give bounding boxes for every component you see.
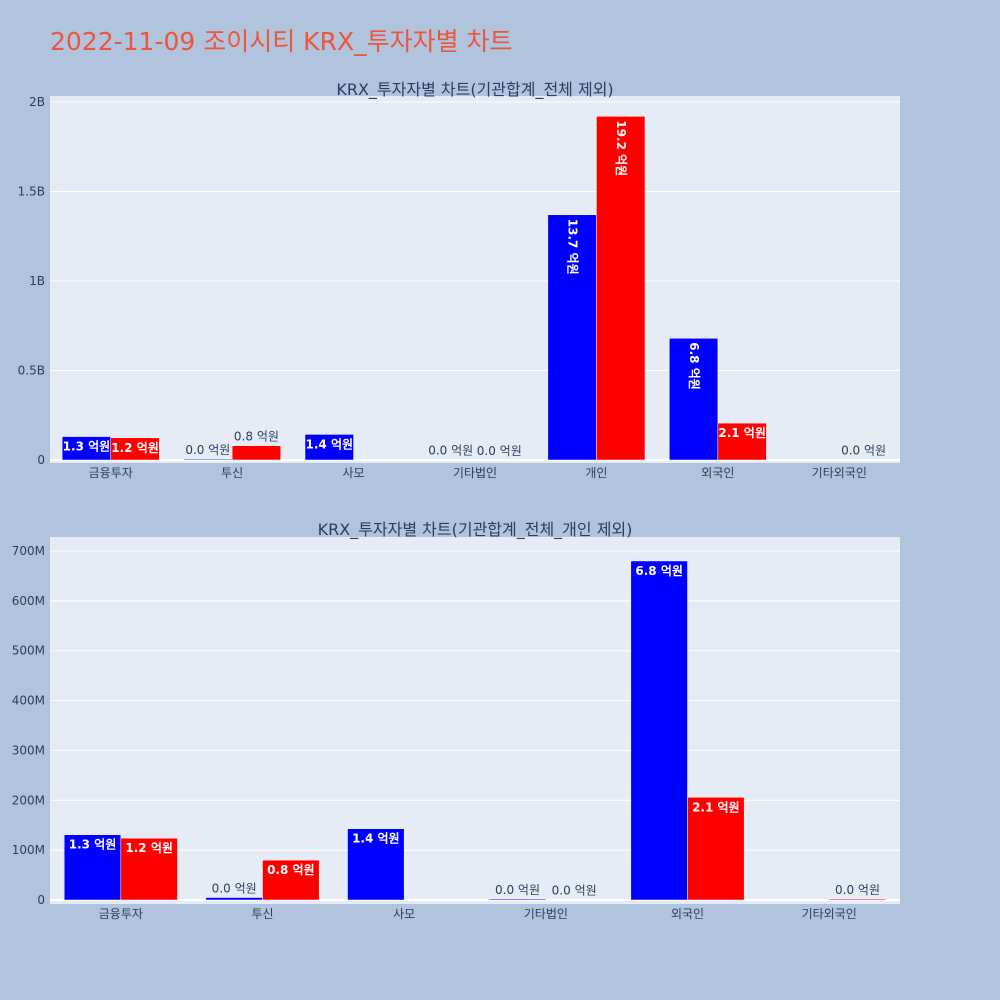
chart-title: KRX_투자자별 차트(기관합계_전체_개인 제외) [318,520,633,540]
x-tick-label: 금융투자 [99,907,143,921]
x-tick-label: 기타법인 [524,907,568,921]
y-tick-label: 1.5B [18,185,45,199]
bar [488,898,547,901]
data-label: 0.8 억원 [267,863,315,877]
x-tick-label: 투신 [221,466,243,480]
chart-investor-all: KRX_투자자별 차트(기관합계_전체 제외) 0 0.5B 1B 1.5B 2B 금융투자… [18,80,900,480]
data-label: 6.8 억원 [687,342,701,390]
bar [304,434,354,461]
y-tick-label: 100M [12,843,45,857]
data-label: 1.3 억원 [63,440,111,454]
plot-area [50,96,900,463]
x-tick-label: 기타외국인 [812,466,867,480]
page-title: 2022-11-09 조이시티 KRX_투자자별 차트 [50,27,513,56]
x-tick-label: 외국인 [701,466,734,480]
bar [347,828,405,901]
y-tick-label: 700M [12,544,45,558]
y-tick-label: 400M [12,694,45,708]
data-label: 1.4 억원 [352,832,400,846]
bar [669,338,719,461]
bar [717,422,767,461]
data-label: 0.0 억원 [428,444,473,458]
bar [687,797,745,901]
y-tick-label: 500M [12,644,45,658]
y-tick-label: 0 [37,453,45,467]
x-tick-label: 개인 [585,466,607,480]
x-tick-label: 금융투자 [89,466,133,480]
bar [63,834,122,901]
data-label: 0.0 억원 [552,884,597,898]
x-tick-label: 기타외국인 [802,907,857,921]
bar [110,437,160,461]
x-tick-label: 사모 [393,907,415,921]
data-label: 1.3 억원 [69,838,117,852]
data-label: 13.7 억원 [566,219,580,275]
y-tick-label: 600M [12,594,45,608]
bar [205,897,263,901]
y-tick-label: 1B [29,274,45,288]
y-tick-label: 200M [12,793,45,807]
data-label: 2.1 억원 [692,800,740,814]
data-label: 1.4 억원 [306,437,354,451]
data-label: 0.8 억원 [234,430,279,444]
bar [828,898,887,901]
y-tick-label: 0.5B [18,364,45,378]
chart-title: KRX_투자자별 차트(기관합계_전체 제외) [336,80,613,100]
y-tick-label: 300M [12,743,45,757]
data-label: 0.0 억원 [835,883,880,897]
x-tick-label: 기타법인 [453,466,497,480]
data-label: 6.8 억원 [635,564,683,578]
bar [630,560,688,901]
plot-area [50,537,900,904]
x-tick-label: 외국인 [671,907,704,921]
data-label: 1.2 억원 [125,841,173,855]
y-tick-label: 2B [29,95,45,109]
bar [262,859,320,901]
chart-investor-excl-individual: KRX_투자자별 차트(기관합계_전체_개인 제외) 0 100M 200M 300M 4… [12,520,900,921]
bar [183,458,233,461]
bar [120,837,178,901]
data-label: 1.2 억원 [111,441,159,455]
x-tick-label: 사모 [343,466,365,480]
y-tick-label: 0 [37,893,45,907]
x-tick-label: 투신 [251,907,273,921]
data-label: 2.1 억원 [718,426,766,440]
data-label: 0.0 억원 [495,883,540,897]
bar [596,116,646,461]
data-label: 19.2 억원 [614,120,628,176]
data-label: 0.0 억원 [477,444,522,458]
bar [231,445,281,461]
data-label: 0.0 억원 [185,443,230,457]
data-label: 0.0 억원 [212,882,257,896]
data-label: 0.0 억원 [841,444,886,458]
